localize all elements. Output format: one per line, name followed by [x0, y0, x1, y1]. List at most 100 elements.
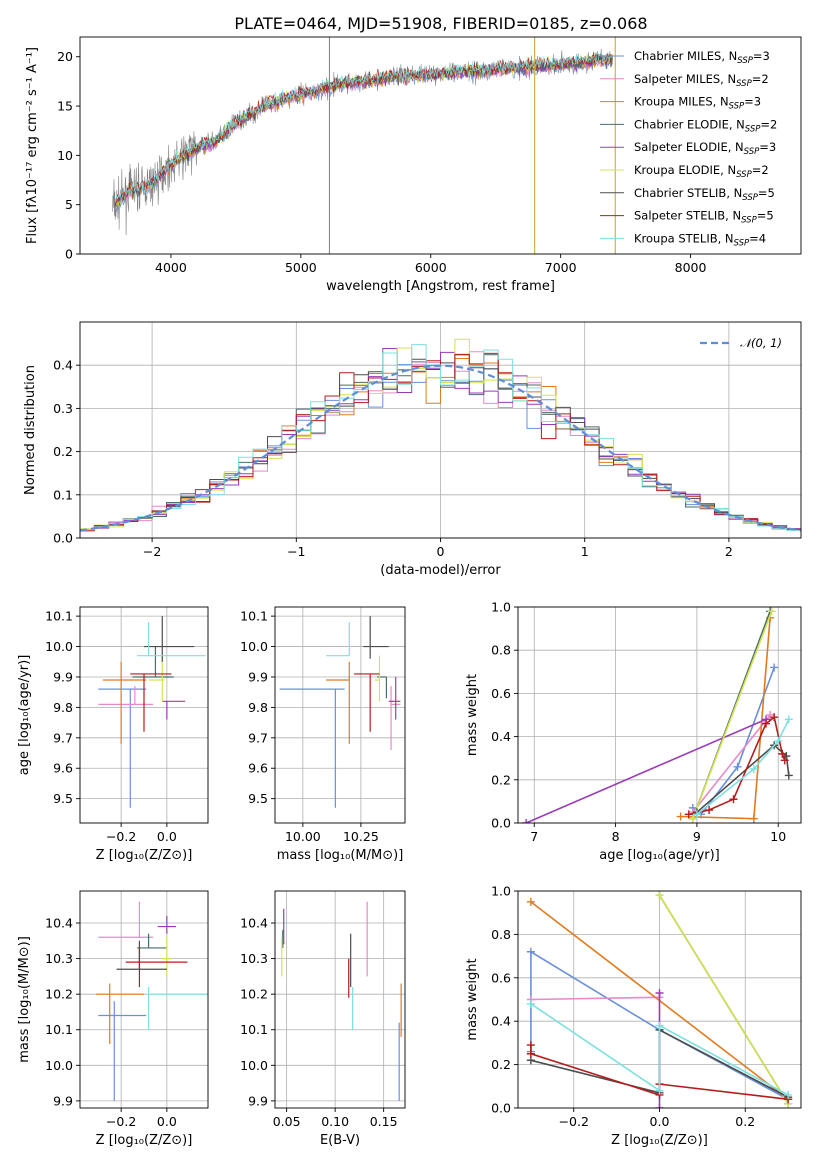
plot-area: [96, 901, 208, 1101]
y-tick-label: 0.6: [491, 686, 511, 701]
y-tick-label: 0.0: [491, 816, 511, 831]
y-tick-label: 0: [65, 247, 73, 262]
weight-marker: [762, 719, 771, 728]
errorbar-point-4: [162, 700, 186, 720]
weight-marker: [733, 762, 742, 771]
y-tick-label: 9.8: [53, 700, 73, 715]
legend-label: Kroupa MILES, NSSP=3: [634, 95, 761, 112]
y-tick-label: 15: [57, 99, 73, 114]
y-tick-label: 0.2: [491, 1057, 511, 1072]
weight-line: [530, 1003, 789, 1096]
weight-marker: [684, 810, 693, 819]
y-tick-label: 9.5: [248, 791, 268, 806]
model-spectrum-6: [114, 52, 613, 205]
weight-line: [696, 744, 790, 813]
x-axis-label: E(B-V): [320, 1133, 360, 1148]
normal-reference-curve: [80, 364, 801, 532]
x-tick-label: −0.2: [106, 829, 136, 844]
y-axis-label: mass weight: [465, 958, 480, 1040]
axes-frame: [274, 890, 406, 1109]
legend-label: Chabrier ELODIE, NSSP=2: [634, 117, 777, 134]
errorbar-point-7: [130, 673, 172, 732]
x-tick-label: 2: [725, 544, 733, 559]
y-tick-label: 9.7: [248, 730, 268, 745]
panel-residuals: −2 −1 0 1 2 0.0 0.1 0.2 0.3 0.4 (data-model)/error…: [23, 321, 802, 578]
y-tick-label: 10: [57, 148, 73, 163]
weight-marker: [766, 711, 775, 719]
weight-marker: [784, 715, 793, 724]
y-tick-label: 10.4: [240, 916, 268, 931]
x-axis-label: age [log₁₀(age/yr)]: [599, 848, 720, 863]
errorbar-point-5: [148, 655, 165, 702]
weight-marker: [526, 1041, 535, 1050]
y-tick-label: 0.8: [491, 643, 511, 658]
x-axis-label: wavelength [Angstrom, rest frame]: [326, 279, 555, 294]
legend-label: Salpeter STELIB, NSSP=5: [634, 209, 774, 226]
errorbar-point-6: [144, 616, 195, 662]
plot-area: [522, 607, 793, 823]
residual-legend: 𝒩(0, 1): [700, 336, 782, 350]
x-tick-label: −2: [143, 544, 161, 559]
y-tick-label: 10.2: [45, 987, 73, 1002]
weight-marker: [774, 736, 783, 745]
panel-age_vs_Z: −0.2 0.0 9.5 9.6 9.7 9.8 9.9 10.0 10.1 Z [log₁₀(Z…: [17, 606, 209, 863]
errorbar-point-6: [116, 940, 167, 970]
weight-marker: [778, 749, 787, 758]
errorbar-point-6: [363, 616, 389, 659]
model-spectrum-5: [114, 53, 613, 207]
x-tick-label: 7: [530, 829, 538, 844]
legend-label: Kroupa STELIB, NSSP=4: [634, 231, 766, 248]
y-tick-label: 9.9: [248, 669, 268, 684]
weight-marker: [676, 812, 685, 821]
x-axis-label: mass [log₁₀(M/M⊙)]: [277, 848, 404, 863]
x-tick-label: 10: [770, 829, 786, 844]
weight-marker: [784, 1090, 793, 1099]
plot-area: [98, 616, 206, 808]
y-tick-label: 10.0: [45, 1058, 73, 1073]
errorbar-point-0: [98, 1001, 147, 1101]
y-tick-label: 9.9: [53, 669, 73, 684]
model-spectrum-8: [114, 51, 613, 204]
weight-line: [692, 714, 771, 813]
errorbar-point-7: [125, 947, 188, 988]
axes-frame: [79, 606, 209, 824]
y-tick-label: 0.3: [53, 401, 73, 416]
model-spectrum-1: [114, 52, 613, 210]
errorbar-point-4: [157, 915, 176, 934]
errorbar-point-0: [279, 688, 345, 808]
y-tick-label: 9.9: [248, 1093, 268, 1108]
weight-line: [692, 667, 775, 816]
y-tick-label: 10.1: [240, 609, 268, 624]
y-tick-label: 0.4: [491, 729, 511, 744]
weight-marker: [749, 765, 758, 773]
y-tick-label: 0.4: [491, 1014, 511, 1029]
y-axis-label: mass [log₁₀(M/M⊙)]: [17, 936, 32, 1063]
y-tick-label: 10.3: [45, 951, 73, 966]
y-axis-label: Flux [fλ10⁻¹⁷ erg cm⁻² s⁻¹ A⁻¹]: [25, 47, 40, 244]
x-tick-label: 0.0: [650, 1114, 670, 1129]
weight-marker: [749, 814, 758, 823]
axes-frame: [79, 890, 209, 1109]
y-tick-label: 10.1: [45, 1022, 73, 1037]
y-tick-label: 20: [57, 49, 73, 64]
y-tick-label: 0.1: [53, 487, 73, 502]
y-tick-label: 0.4: [53, 358, 73, 373]
x-tick-label: 9: [693, 829, 701, 844]
weight-marker: [526, 897, 535, 906]
x-tick-label: −0.2: [559, 1114, 589, 1129]
y-tick-label: 10.4: [45, 916, 73, 931]
x-tick-label: 0.10: [321, 1114, 349, 1129]
x-axis-label: Z [log₁₀(Z/Z⊙)]: [96, 848, 193, 863]
spectrum-title: PLATE=0464, MJD=51908, FIBERID=0185, z=0…: [234, 14, 647, 33]
weight-series-4: [522, 715, 771, 823]
weight-series-5: [688, 607, 776, 823]
legend-label: Kroupa ELODIE, NSSP=2: [634, 163, 769, 180]
weight-line: [525, 718, 767, 823]
weight-marker: [770, 713, 779, 722]
y-tick-label: 9.9: [53, 1093, 73, 1108]
y-tick-label: 9.6: [53, 761, 73, 776]
x-axis-label: Z [log₁₀(Z/Z⊙)]: [611, 1133, 708, 1148]
x-tick-label: 7000: [545, 260, 577, 275]
weight-marker: [526, 999, 535, 1008]
weight-marker: [729, 795, 738, 804]
